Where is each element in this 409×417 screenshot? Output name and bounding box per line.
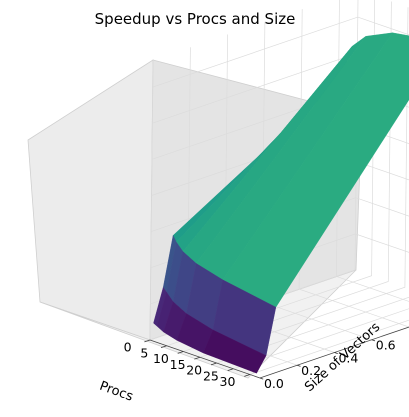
x-tick-label: 20 [186, 363, 202, 378]
x-tick-label: 30 [220, 374, 236, 389]
y-tick-label: 0.6 [376, 338, 396, 353]
y-tick-label: 0.2 [301, 363, 321, 378]
x-axis-line [149, 339, 261, 379]
x-tick-label: 10 [153, 351, 169, 366]
y-tick-label: 0.4 [338, 350, 358, 365]
grid-line [233, 308, 409, 370]
y-tick-label: 0.0 [264, 376, 284, 391]
y-tick-mark [259, 377, 264, 380]
x-tick-label: 0 [124, 340, 132, 355]
y-axis-label: Size of Vectors [302, 320, 383, 395]
y-tick-mark [297, 364, 301, 367]
grid-line [216, 296, 409, 364]
x-tick-mark [227, 368, 234, 372]
surface-patches [153, 32, 409, 374]
x-tick-label: 15 [170, 357, 186, 372]
surface-patch [203, 329, 267, 374]
x-tick-mark [210, 362, 217, 366]
x-tick-mark [244, 374, 251, 377]
y-axis-line [259, 326, 409, 379]
chart-title: Speedup vs Procs and Size [95, 10, 296, 28]
grid-line [152, 16, 409, 88]
y-tick-mark [371, 339, 376, 342]
grid-line [249, 319, 409, 375]
left-pane [27, 59, 154, 341]
x-tick-mark [177, 351, 184, 354]
y-tick-mark [334, 352, 338, 355]
axes: 0510152025300.00.20.40.60.81.00.20.40.60… [124, 326, 409, 391]
x-tick-mark [144, 339, 151, 343]
x-tick-mark [160, 345, 167, 349]
grid-line [298, 9, 409, 328]
x-tick-label: 5 [140, 345, 148, 360]
x-tick-label: 25 [203, 368, 219, 383]
x-axis-label: Procs [97, 379, 135, 405]
x-tick-mark [194, 356, 201, 360]
